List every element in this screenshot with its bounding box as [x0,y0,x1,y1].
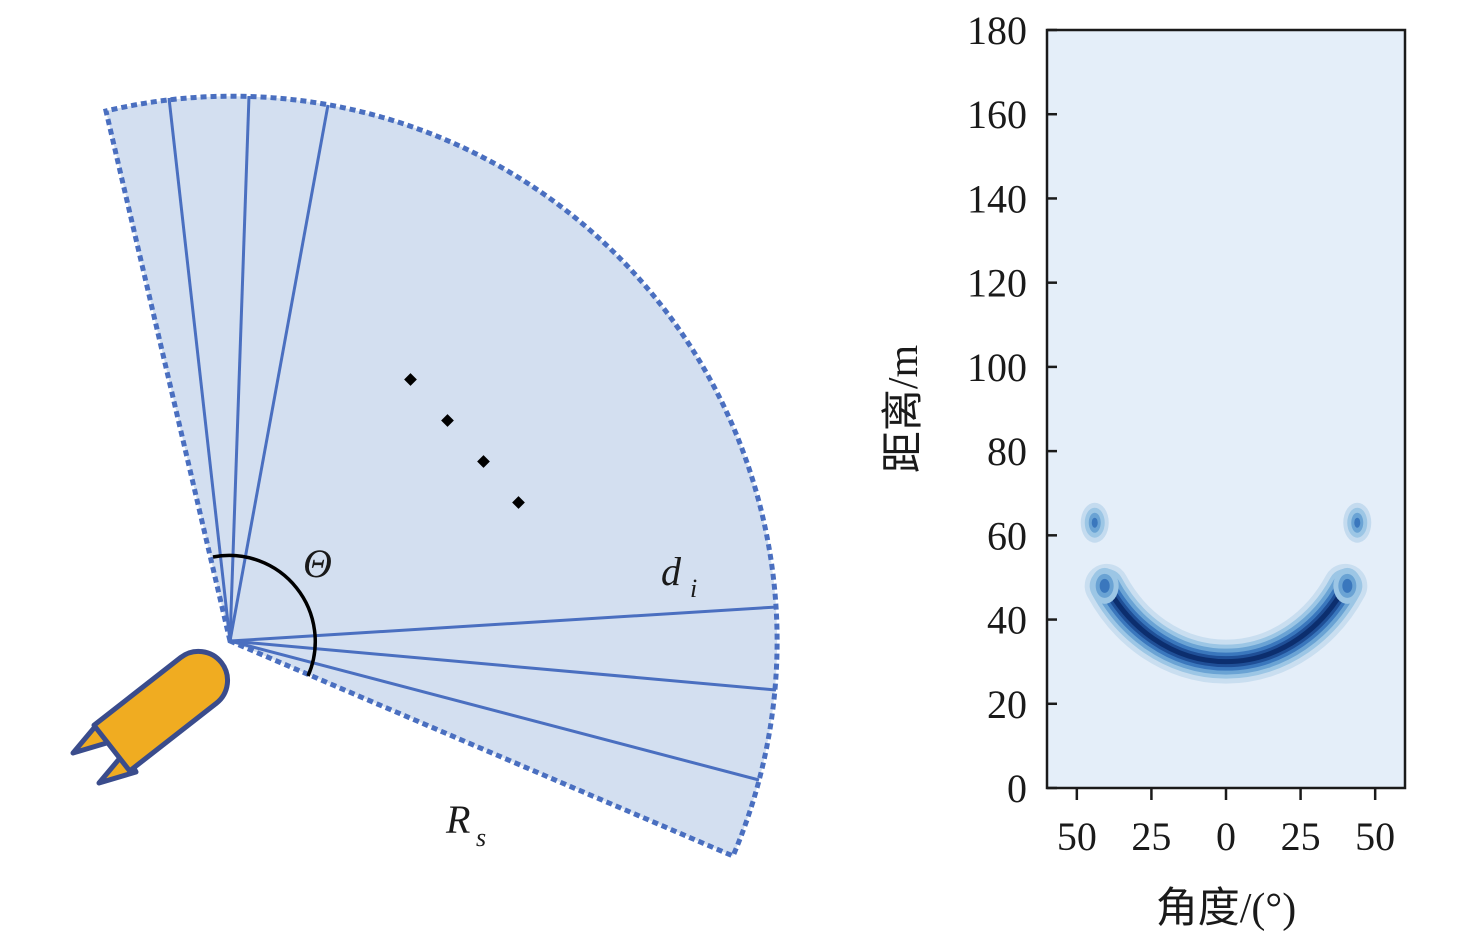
y-tick-label: 20 [987,682,1027,727]
heatmap-arc-level-6 [1104,583,1348,665]
sector-boundary [102,93,780,860]
y-axis-title: 距离/m [880,345,927,474]
y-tick-label: 40 [987,598,1027,643]
y-tick-label: 60 [987,513,1027,558]
y-tick-label: 160 [967,92,1027,137]
x-tick-label: 50 [1355,814,1395,859]
x-tick-label: 25 [1131,814,1171,859]
d-label: d [661,549,682,594]
y-tick-label: 80 [987,429,1027,474]
heatmap-features [1080,502,1372,684]
y-tick-label: 100 [967,345,1027,390]
x-axis: 50 25 0 25 50 [1057,788,1395,859]
y-tick-label: 180 [967,8,1027,53]
arc-end-blob-level-3 [1099,578,1110,593]
dot-2 [441,414,454,427]
arc-end-blob-level-3 [1342,578,1353,593]
dot-3 [477,455,490,468]
right-blob-level-4 [1354,517,1361,528]
vehicle-hull [91,648,231,774]
sector-area [106,96,778,856]
theta-arc [212,553,317,677]
vehicle-icon [70,648,231,786]
x-tick-label: 25 [1281,814,1321,859]
x-tick-label: 0 [1216,814,1236,859]
beam-line-6 [229,639,760,782]
theta-label: Θ [303,541,332,586]
r-label: R [445,797,470,842]
y-tick-label: 120 [967,261,1027,306]
y-tick-label: 0 [1007,766,1027,811]
x-axis-title: 角度/(°) [1156,886,1296,932]
beam-line-2 [228,95,251,642]
d-label-main: d [661,549,682,594]
beam-line-1 [167,97,232,642]
r-label-subscript: s [476,823,486,852]
dot-1 [404,373,417,386]
left-blob-level-4 [1091,517,1098,528]
y-tick-label: 140 [967,176,1027,221]
beam-line-5 [229,639,777,692]
x-tick-label: 50 [1057,814,1097,859]
y-axis: 0 20 40 60 80 100 120 140 160 180 [967,8,1057,811]
d-label-subscript: i [690,574,697,603]
beam-line-4 [229,605,778,643]
beam-line-3 [228,104,330,642]
sonar-diagram: Θ d i R s [70,93,780,860]
